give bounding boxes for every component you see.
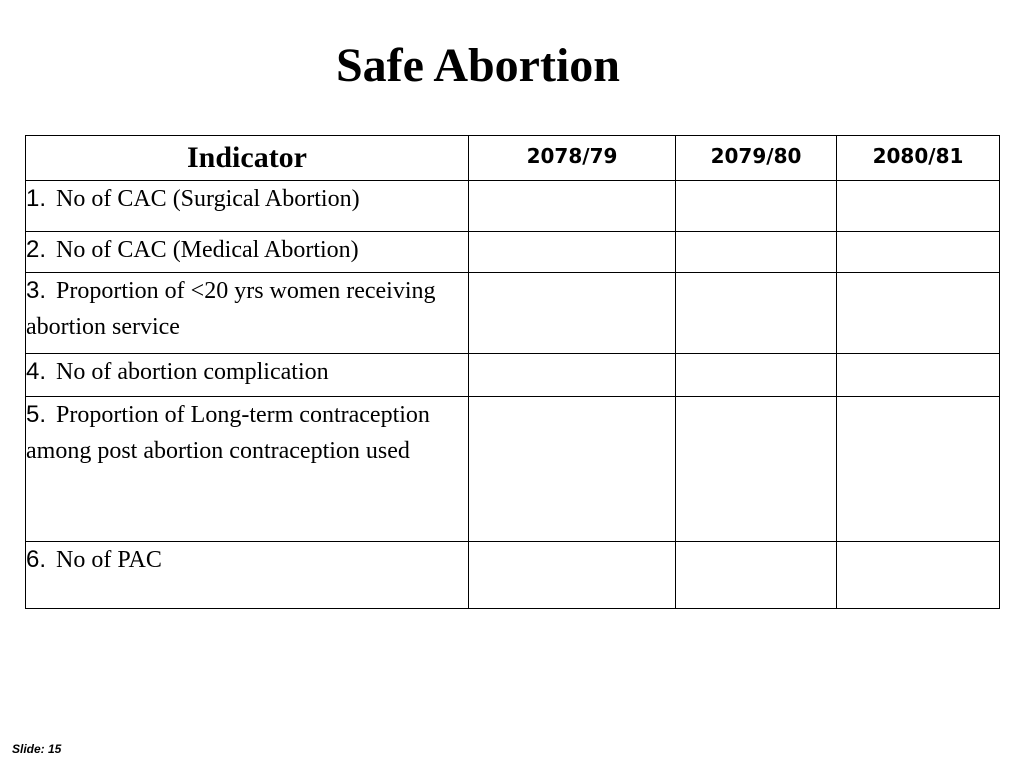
value-cell-2078-79 xyxy=(468,180,676,232)
indicator-label: Proportion of <20 yrs women receiving ab… xyxy=(26,278,436,340)
value-cell-2078-79 xyxy=(468,231,676,273)
slide-title: Safe Abortion xyxy=(335,39,620,92)
value-cell-2080-81 xyxy=(836,353,1000,397)
column-header-2078-79: 2078/79 xyxy=(468,135,676,181)
indicator-cell: 3. Proportion of <20 yrs women receiving … xyxy=(25,272,469,354)
row-number: 5. xyxy=(26,401,47,428)
indicator-table: Indicator 2078/79 2079/80 2080/81 1. No o… xyxy=(25,135,1000,609)
column-header-2079-80: 2079/80 xyxy=(675,135,837,181)
column-header-indicator: Indicator xyxy=(25,135,469,181)
value-cell-2080-81 xyxy=(836,541,1000,609)
value-cell-2080-81 xyxy=(836,272,1000,354)
row-number: 1. xyxy=(26,185,47,212)
slide-number: Slide: 15 xyxy=(12,742,62,756)
value-cell-2079-80 xyxy=(675,353,837,397)
value-cell-2078-79 xyxy=(468,396,676,542)
table-row: 5. Proportion of Long-term contraception … xyxy=(25,396,1000,542)
table-row: 2. No of CAC (Medical Abortion) xyxy=(25,231,1000,273)
value-cell-2079-80 xyxy=(675,272,837,354)
indicator-label: No of CAC (Surgical Abortion) xyxy=(56,186,360,212)
table-row: 3. Proportion of <20 yrs women receiving … xyxy=(25,272,1000,354)
column-header-2080-81: 2080/81 xyxy=(836,135,1000,181)
table-header-row: Indicator 2078/79 2079/80 2080/81 xyxy=(25,135,1000,181)
value-cell-2080-81 xyxy=(836,231,1000,273)
value-cell-2080-81 xyxy=(836,396,1000,542)
table-row: 4. No of abortion complication xyxy=(25,353,1000,397)
row-number: 3. xyxy=(26,277,47,304)
value-cell-2079-80 xyxy=(675,180,837,232)
indicator-label: No of abortion complication xyxy=(56,359,329,385)
row-number: 6. xyxy=(26,546,47,573)
value-cell-2080-81 xyxy=(836,180,1000,232)
row-number: 2. xyxy=(26,236,47,263)
value-cell-2078-79 xyxy=(468,353,676,397)
table-row: 6. No of PAC xyxy=(25,541,1000,609)
indicator-label: Proportion of Long-term contraception am… xyxy=(26,402,430,464)
indicator-cell: 6. No of PAC xyxy=(25,541,469,609)
value-cell-2079-80 xyxy=(675,231,837,273)
indicator-cell: 1. No of CAC (Surgical Abortion) xyxy=(25,180,469,232)
value-cell-2079-80 xyxy=(675,541,837,609)
indicator-cell: 2. No of CAC (Medical Abortion) xyxy=(25,231,469,273)
indicator-label: No of CAC (Medical Abortion) xyxy=(56,237,359,263)
value-cell-2078-79 xyxy=(468,541,676,609)
indicator-cell: 5. Proportion of Long-term contraception … xyxy=(25,396,469,542)
value-cell-2079-80 xyxy=(675,396,837,542)
indicator-cell: 4. No of abortion complication xyxy=(25,353,469,397)
row-number: 4. xyxy=(26,358,47,385)
table-row: 1. No of CAC (Surgical Abortion) xyxy=(25,180,1000,232)
indicator-label: No of PAC xyxy=(56,547,162,573)
value-cell-2078-79 xyxy=(468,272,676,354)
